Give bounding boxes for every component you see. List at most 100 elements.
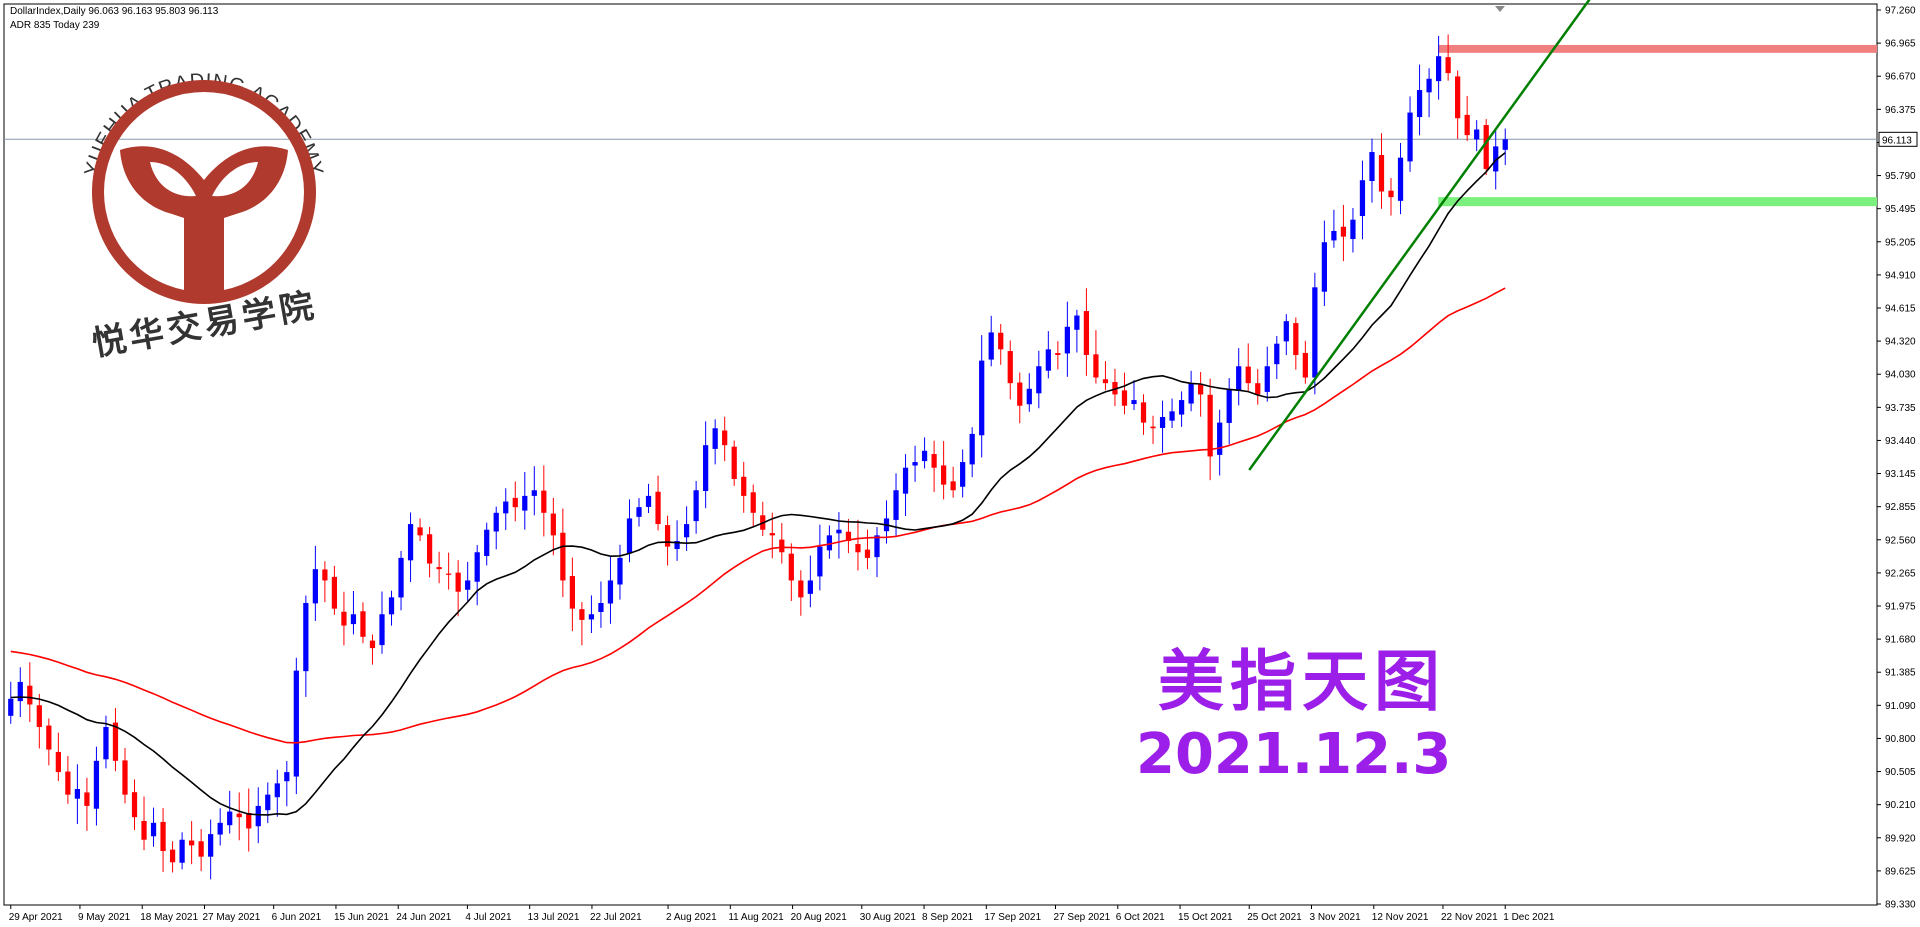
candle-body: [836, 529, 842, 534]
candle: [1007, 340, 1013, 400]
x-tick-label: 8 Sep 2021: [922, 912, 974, 923]
x-tick-label: 27 May 2021: [202, 912, 260, 923]
candle-body: [1083, 311, 1090, 355]
candle-body: [217, 822, 223, 835]
symbol-line: DollarIndex,Daily 96.063 96.163 95.803 9…: [10, 6, 219, 17]
candle-body: [1169, 411, 1175, 421]
candle: [1083, 288, 1090, 376]
candle-body: [1264, 366, 1270, 392]
candle: [455, 560, 461, 617]
candle-body: [731, 446, 737, 479]
x-tick-label: 6 Oct 2021: [1116, 912, 1165, 923]
candle-body: [388, 597, 395, 615]
candle: [312, 545, 318, 621]
candle-body: [1369, 152, 1375, 182]
candle-body: [1140, 402, 1147, 423]
candle: [1074, 309, 1080, 353]
candle: [379, 591, 385, 654]
candle-body: [902, 467, 909, 494]
candle-body: [1464, 114, 1470, 136]
candle: [798, 570, 804, 616]
candle: [722, 416, 728, 462]
candle: [1293, 317, 1299, 370]
candle-body: [446, 573, 452, 575]
plot-border: [3, 3, 1878, 906]
candle: [541, 465, 547, 537]
candle-body: [274, 783, 280, 798]
candle-body: [674, 540, 680, 550]
y-tick-label: 93.735: [1885, 403, 1916, 414]
candle: [122, 748, 128, 804]
candle-body: [1045, 349, 1051, 371]
x-tick-label: 13 Jul 2021: [528, 912, 580, 923]
candle-body: [55, 751, 61, 773]
candle: [950, 466, 956, 498]
candle: [969, 427, 975, 478]
candle: [65, 756, 71, 804]
candle: [46, 718, 52, 766]
candle: [750, 484, 756, 527]
candle: [931, 440, 937, 493]
candle: [779, 523, 785, 564]
candle: [265, 782, 271, 824]
candle-body: [541, 490, 547, 513]
candle: [788, 543, 794, 601]
candle: [74, 764, 81, 825]
y-tick-label: 90.210: [1885, 800, 1916, 811]
candle-body: [1093, 354, 1099, 378]
candle-body: [417, 527, 423, 536]
y-tick-label: 92.560: [1885, 535, 1916, 546]
candle: [322, 561, 328, 603]
candle-body: [179, 839, 185, 863]
candle-body: [474, 552, 480, 582]
candle: [417, 518, 423, 542]
candle-body: [645, 495, 652, 507]
resistance-zone: [1438, 44, 1877, 53]
candle: [1369, 138, 1375, 203]
candle: [1093, 330, 1099, 384]
candle-body: [426, 534, 433, 564]
candle-body: [112, 722, 119, 761]
candle: [169, 841, 176, 873]
candle-body: [398, 557, 404, 598]
candle-body: [1474, 129, 1480, 140]
y-tick-label: 92.855: [1885, 502, 1916, 513]
candle: [217, 808, 223, 846]
candle: [93, 746, 100, 826]
candle-body: [74, 789, 81, 799]
candle: [1226, 378, 1232, 445]
y-tick-label: 93.440: [1885, 436, 1916, 447]
y-tick-label: 95.790: [1885, 171, 1916, 182]
candle: [1102, 361, 1109, 391]
candle-body: [931, 454, 937, 468]
candle-body: [65, 771, 71, 795]
y-tick-label: 95.495: [1885, 204, 1916, 215]
candle: [941, 441, 947, 500]
x-tick-label: 22 Jul 2021: [590, 912, 642, 923]
candle-body: [436, 567, 442, 570]
watermark-date: 2021.12.3: [1136, 722, 1452, 787]
candle: [1217, 409, 1223, 476]
candle: [227, 790, 233, 834]
y-tick-label: 94.910: [1885, 270, 1916, 281]
candle: [998, 323, 1004, 365]
candle-body: [979, 360, 985, 436]
candle: [1483, 119, 1489, 176]
candle: [1397, 142, 1404, 215]
candle-body: [664, 525, 671, 547]
candle-body: [1274, 343, 1280, 365]
candle: [512, 481, 518, 522]
price-zones: [4, 44, 1877, 207]
candle-body: [1217, 422, 1223, 455]
x-tick-label: 22 Nov 2021: [1441, 912, 1498, 923]
candle: [27, 662, 33, 723]
candle-body: [407, 524, 414, 561]
candle: [179, 832, 185, 870]
chart-frame: [3, 3, 1878, 906]
logo-ring-icon: [92, 80, 316, 304]
candle: [398, 550, 404, 611]
candle-body: [1207, 394, 1213, 457]
candle: [1188, 370, 1194, 412]
candle-body: [1121, 390, 1128, 406]
